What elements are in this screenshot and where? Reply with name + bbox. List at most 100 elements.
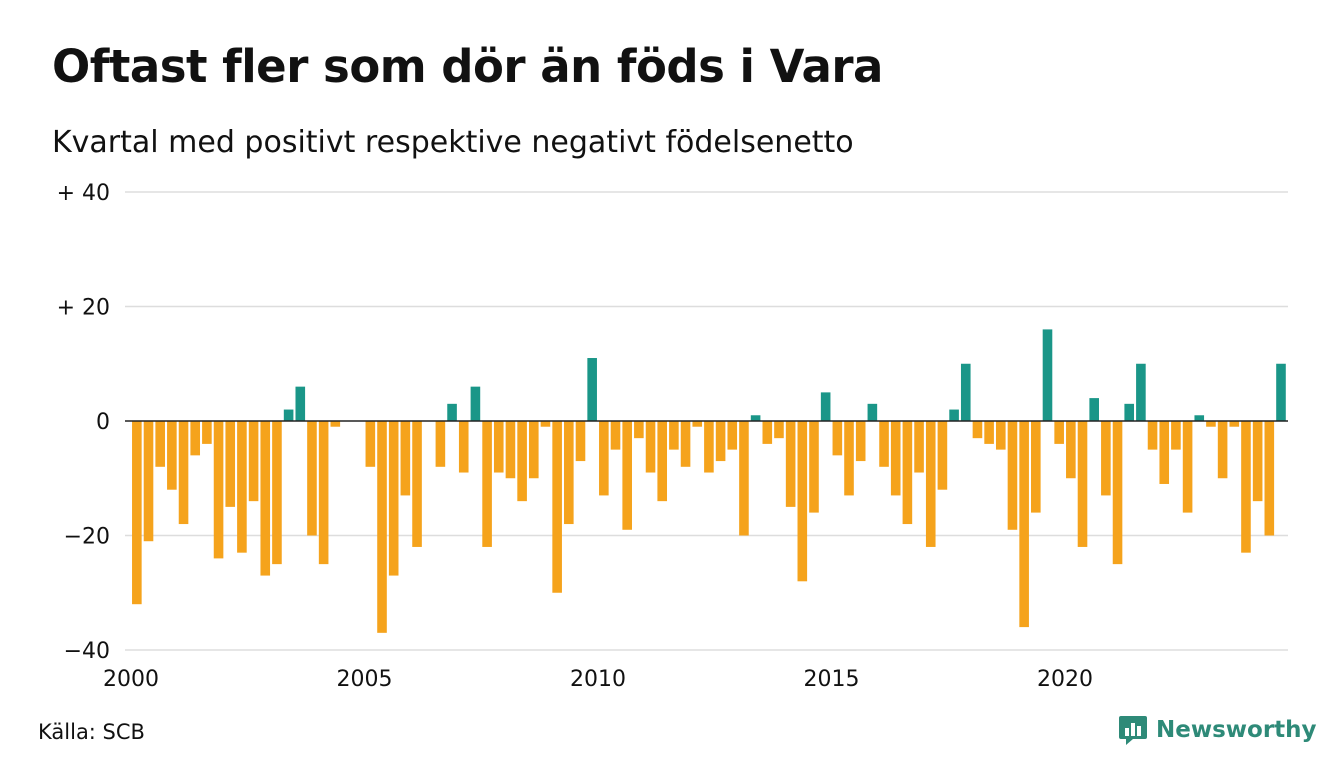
bar bbox=[1159, 421, 1170, 484]
bar bbox=[564, 421, 574, 525]
bar bbox=[704, 421, 714, 473]
bar bbox=[960, 363, 971, 421]
bar bbox=[1147, 421, 1158, 450]
bar bbox=[190, 421, 201, 456]
bar bbox=[388, 421, 399, 576]
bar bbox=[295, 386, 306, 421]
bar bbox=[470, 386, 481, 421]
x-tick-label: 2005 bbox=[337, 667, 393, 692]
chart-title: Oftast fler som dör än föds i Vara bbox=[52, 40, 883, 93]
bar bbox=[902, 421, 913, 525]
x-tick-label: 2020 bbox=[1037, 667, 1093, 692]
bar bbox=[132, 421, 142, 605]
bar bbox=[1066, 421, 1076, 479]
bar bbox=[949, 409, 959, 421]
bar bbox=[552, 421, 562, 593]
bar bbox=[435, 421, 446, 467]
bar bbox=[1042, 329, 1053, 421]
bar bbox=[739, 421, 749, 536]
bar bbox=[645, 421, 656, 473]
bar bbox=[318, 421, 329, 565]
bar bbox=[774, 421, 784, 439]
bar bbox=[307, 421, 317, 536]
bar bbox=[213, 421, 224, 559]
bar bbox=[1182, 421, 1193, 513]
bar bbox=[540, 421, 551, 427]
bar bbox=[937, 421, 948, 490]
bar bbox=[844, 421, 854, 496]
bar bbox=[225, 421, 236, 507]
bar bbox=[914, 421, 924, 473]
bar bbox=[750, 415, 761, 421]
bar-chart-icon bbox=[1119, 716, 1147, 745]
bar bbox=[493, 421, 504, 473]
newsworthy-logo: Newsworthy bbox=[1118, 714, 1317, 746]
bar bbox=[517, 421, 527, 502]
grid-lines bbox=[125, 191, 1288, 651]
bar bbox=[330, 421, 341, 427]
bar bbox=[283, 409, 294, 421]
bar bbox=[1101, 421, 1111, 496]
bar bbox=[797, 421, 808, 582]
bar bbox=[1136, 363, 1146, 421]
bar bbox=[820, 392, 831, 422]
bar bbox=[1054, 421, 1064, 444]
x-tick-label: 2010 bbox=[570, 667, 626, 692]
bar bbox=[599, 421, 609, 496]
bar bbox=[727, 421, 738, 450]
brand-name: Newsworthy bbox=[1156, 717, 1317, 743]
bar bbox=[972, 421, 983, 439]
bar bbox=[237, 421, 247, 553]
bar bbox=[995, 421, 1006, 450]
x-tick-label: 2015 bbox=[804, 667, 860, 692]
bar bbox=[692, 421, 703, 427]
bar bbox=[202, 421, 212, 444]
bar bbox=[925, 421, 936, 547]
bar bbox=[832, 421, 843, 456]
bar bbox=[634, 421, 644, 439]
bar bbox=[365, 421, 376, 467]
bar bbox=[1019, 421, 1029, 628]
bar bbox=[178, 421, 189, 525]
y-tick-label: + 40 bbox=[57, 181, 110, 206]
bar bbox=[1241, 421, 1251, 553]
bar bbox=[785, 421, 796, 507]
bar bbox=[575, 421, 586, 462]
source-note: Källa: SCB bbox=[38, 720, 145, 744]
bar bbox=[528, 421, 539, 479]
bar bbox=[1194, 415, 1205, 421]
bar bbox=[1217, 421, 1228, 479]
bar bbox=[762, 421, 773, 444]
bar bbox=[167, 421, 177, 490]
bar bbox=[680, 421, 691, 467]
bar bbox=[867, 403, 878, 421]
bar bbox=[1112, 421, 1123, 565]
bar bbox=[377, 421, 387, 633]
bar bbox=[1229, 421, 1240, 427]
bar bbox=[657, 421, 668, 502]
bar bbox=[879, 421, 889, 467]
bar bbox=[272, 421, 282, 565]
bar bbox=[587, 358, 597, 421]
bar bbox=[610, 421, 621, 450]
bar bbox=[260, 421, 271, 576]
bar bbox=[482, 421, 492, 547]
y-tick-label: 0 bbox=[96, 410, 110, 435]
bar bbox=[1171, 421, 1181, 450]
y-tick-label: −40 bbox=[64, 639, 110, 664]
bar bbox=[715, 421, 726, 462]
bar bbox=[155, 421, 165, 467]
bars bbox=[132, 329, 1286, 633]
bar bbox=[248, 421, 259, 502]
axes: + 40 + 20 0 −20 −40 2000 2005 2010 2015 2020 bbox=[57, 181, 1288, 692]
bar bbox=[1252, 421, 1263, 502]
bar bbox=[1031, 421, 1041, 513]
bar bbox=[412, 421, 422, 547]
bar bbox=[505, 421, 516, 479]
bar bbox=[1276, 363, 1286, 421]
bar bbox=[1089, 398, 1099, 421]
chart-subtitle: Kvartal med positivt respektive negativt… bbox=[52, 125, 854, 160]
bar bbox=[458, 421, 469, 473]
x-tick-label: 2000 bbox=[103, 667, 159, 692]
